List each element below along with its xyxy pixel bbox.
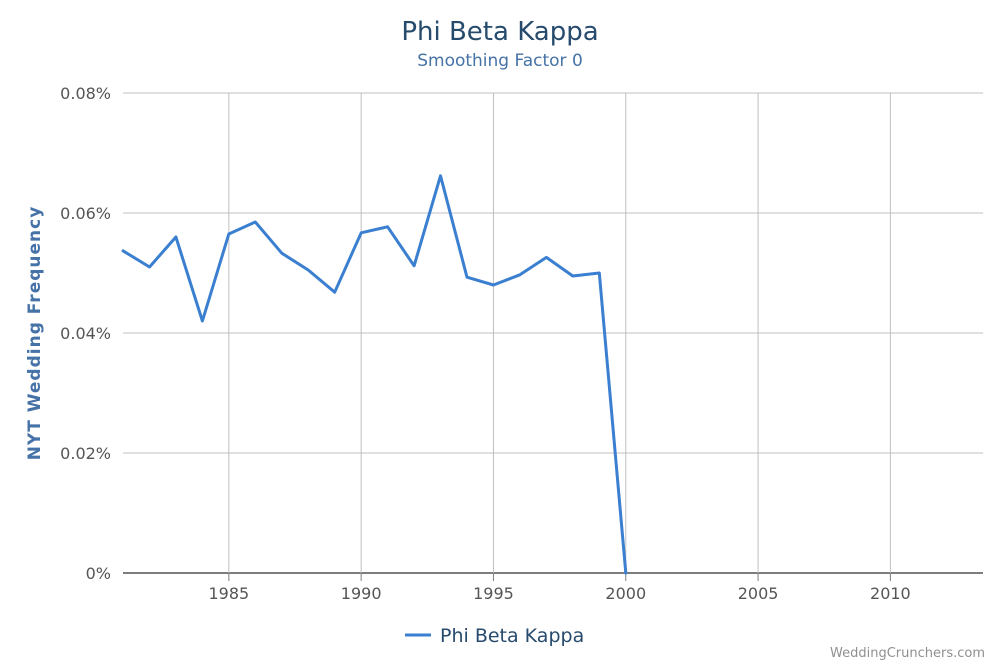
x-tick-label: 2010 <box>870 584 911 603</box>
series-line[interactable] <box>121 174 628 575</box>
credit-link[interactable]: WeddingCrunchers.com <box>830 646 985 661</box>
y-tick-label: 0.04% <box>60 324 111 343</box>
grid <box>123 92 983 581</box>
y-tick-label: 0.02% <box>60 444 111 463</box>
legend-label[interactable]: Phi Beta Kappa <box>440 625 584 647</box>
chart-subtitle: Smoothing Factor 0 <box>417 51 583 71</box>
y-axis-label: NYT Wedding Frequency <box>25 206 45 461</box>
x-tick-label: 2005 <box>738 584 779 603</box>
legend[interactable]: Phi Beta Kappa <box>405 625 584 647</box>
chart-title: Phi Beta Kappa <box>401 17 598 47</box>
x-tick-label: 1985 <box>208 584 249 603</box>
x-tick-label: 2000 <box>605 584 646 603</box>
x-axis-ticks: 1985 1990 1995 2000 2005 2010 <box>208 584 910 603</box>
y-tick-label: 0.06% <box>60 204 111 223</box>
y-tick-label: 0% <box>86 564 111 583</box>
x-tick-label: 1990 <box>341 584 382 603</box>
y-tick-label: 0.08% <box>60 84 111 103</box>
series-layer <box>121 174 628 575</box>
x-tick-label: 1995 <box>473 584 514 603</box>
y-axis-ticks: 0% 0.02% 0.04% 0.06% 0.08% <box>60 84 111 583</box>
